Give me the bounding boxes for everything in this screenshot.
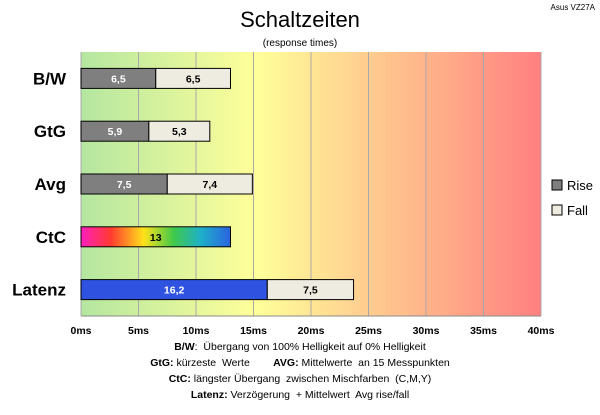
bar-label-rise: 5,9 <box>108 126 123 138</box>
bar-label-fall: 6,5 <box>186 73 201 85</box>
legend: Rise Fall <box>551 178 593 218</box>
category-labels: B/W GtG Avg CtC Latenz <box>12 69 67 299</box>
x-tick-labels: 0ms 5ms 10ms 15ms 20ms 25ms 30ms 35ms 40ms <box>70 325 554 337</box>
corner-label: Asus VZ27A <box>551 3 596 12</box>
bar-fall <box>155 67 231 89</box>
bar-rise <box>80 226 231 248</box>
chart-title: Schaltzeiten <box>240 7 360 32</box>
note-gtg-key: GtG: <box>150 357 174 369</box>
note-ctc-text: längster Übergang zwischen Mischfarben (… <box>190 373 432 385</box>
note-avg-text: Mittelwerte an 15 Messpunkten <box>298 357 450 369</box>
note-latenz: Latenz: Verzögerung + Mittelwert Avg ris… <box>0 387 600 403</box>
legend-swatch <box>551 204 563 216</box>
note-gtg-text: kürzeste Werte <box>173 357 274 369</box>
note-avg-key: AVG: <box>273 357 299 369</box>
bar-label-fall: 7,5 <box>303 285 318 297</box>
bar-label-rise: 16,2 <box>164 285 185 297</box>
bar-label-rise: 13 <box>150 232 162 244</box>
x-tick-label: 5ms <box>128 325 149 337</box>
legend-label: Fall <box>567 203 588 218</box>
notes: B/W: Übergang von 100% Helligkeit auf 0%… <box>0 339 600 403</box>
category-label: Latenz <box>12 281 66 300</box>
category-label: GtG <box>34 122 66 141</box>
bar-label-rise: 7,5 <box>117 179 132 191</box>
note-latenz-key: Latenz: <box>190 389 228 401</box>
note-bw-text: : Übergang von 100% Helligkeit auf 0% He… <box>194 341 426 353</box>
category-label: B/W <box>33 69 67 88</box>
bar-fall <box>166 173 253 195</box>
note-gtg-avg: GtG: kürzeste Werte AVG: Mittelwerte an … <box>0 355 600 371</box>
category-label: CtC <box>36 228 66 247</box>
x-tick-label: 30ms <box>413 325 440 337</box>
chart-subtitle: (response times) <box>263 38 337 49</box>
category-label: Avg <box>35 175 67 194</box>
x-tick-label: 35ms <box>470 325 497 337</box>
note-ctc-key: CtC: <box>168 373 191 385</box>
note-ctc: CtC: längster Übergang zwischen Mischfar… <box>0 371 600 387</box>
x-tick-label: 15ms <box>240 325 267 337</box>
note-bw-key: B/W <box>174 341 195 353</box>
x-tick-label: 20ms <box>298 325 325 337</box>
bar-fall <box>148 120 211 142</box>
bar-label-fall: 5,3 <box>172 126 187 138</box>
x-tick-label: 10ms <box>183 325 210 337</box>
x-tick-label: 0ms <box>70 325 91 337</box>
bar-label-rise: 6,5 <box>111 73 126 85</box>
note-bw: B/W: Übergang von 100% Helligkeit auf 0%… <box>0 339 600 355</box>
x-tick-label: 25ms <box>355 325 382 337</box>
bars: 6,5 6,5 5,9 5,3 7,5 7,4 13 16,2 7,5 <box>80 67 355 301</box>
note-latenz-text: Verzögerung + Mittelwert Avg rise/fall <box>227 389 410 401</box>
x-tick-label: 40ms <box>528 325 555 337</box>
legend-swatch <box>551 179 563 191</box>
grid <box>80 52 542 317</box>
bar-fall <box>266 279 355 301</box>
legend-label: Rise <box>567 178 593 193</box>
bar-label-fall: 7,4 <box>202 179 217 191</box>
